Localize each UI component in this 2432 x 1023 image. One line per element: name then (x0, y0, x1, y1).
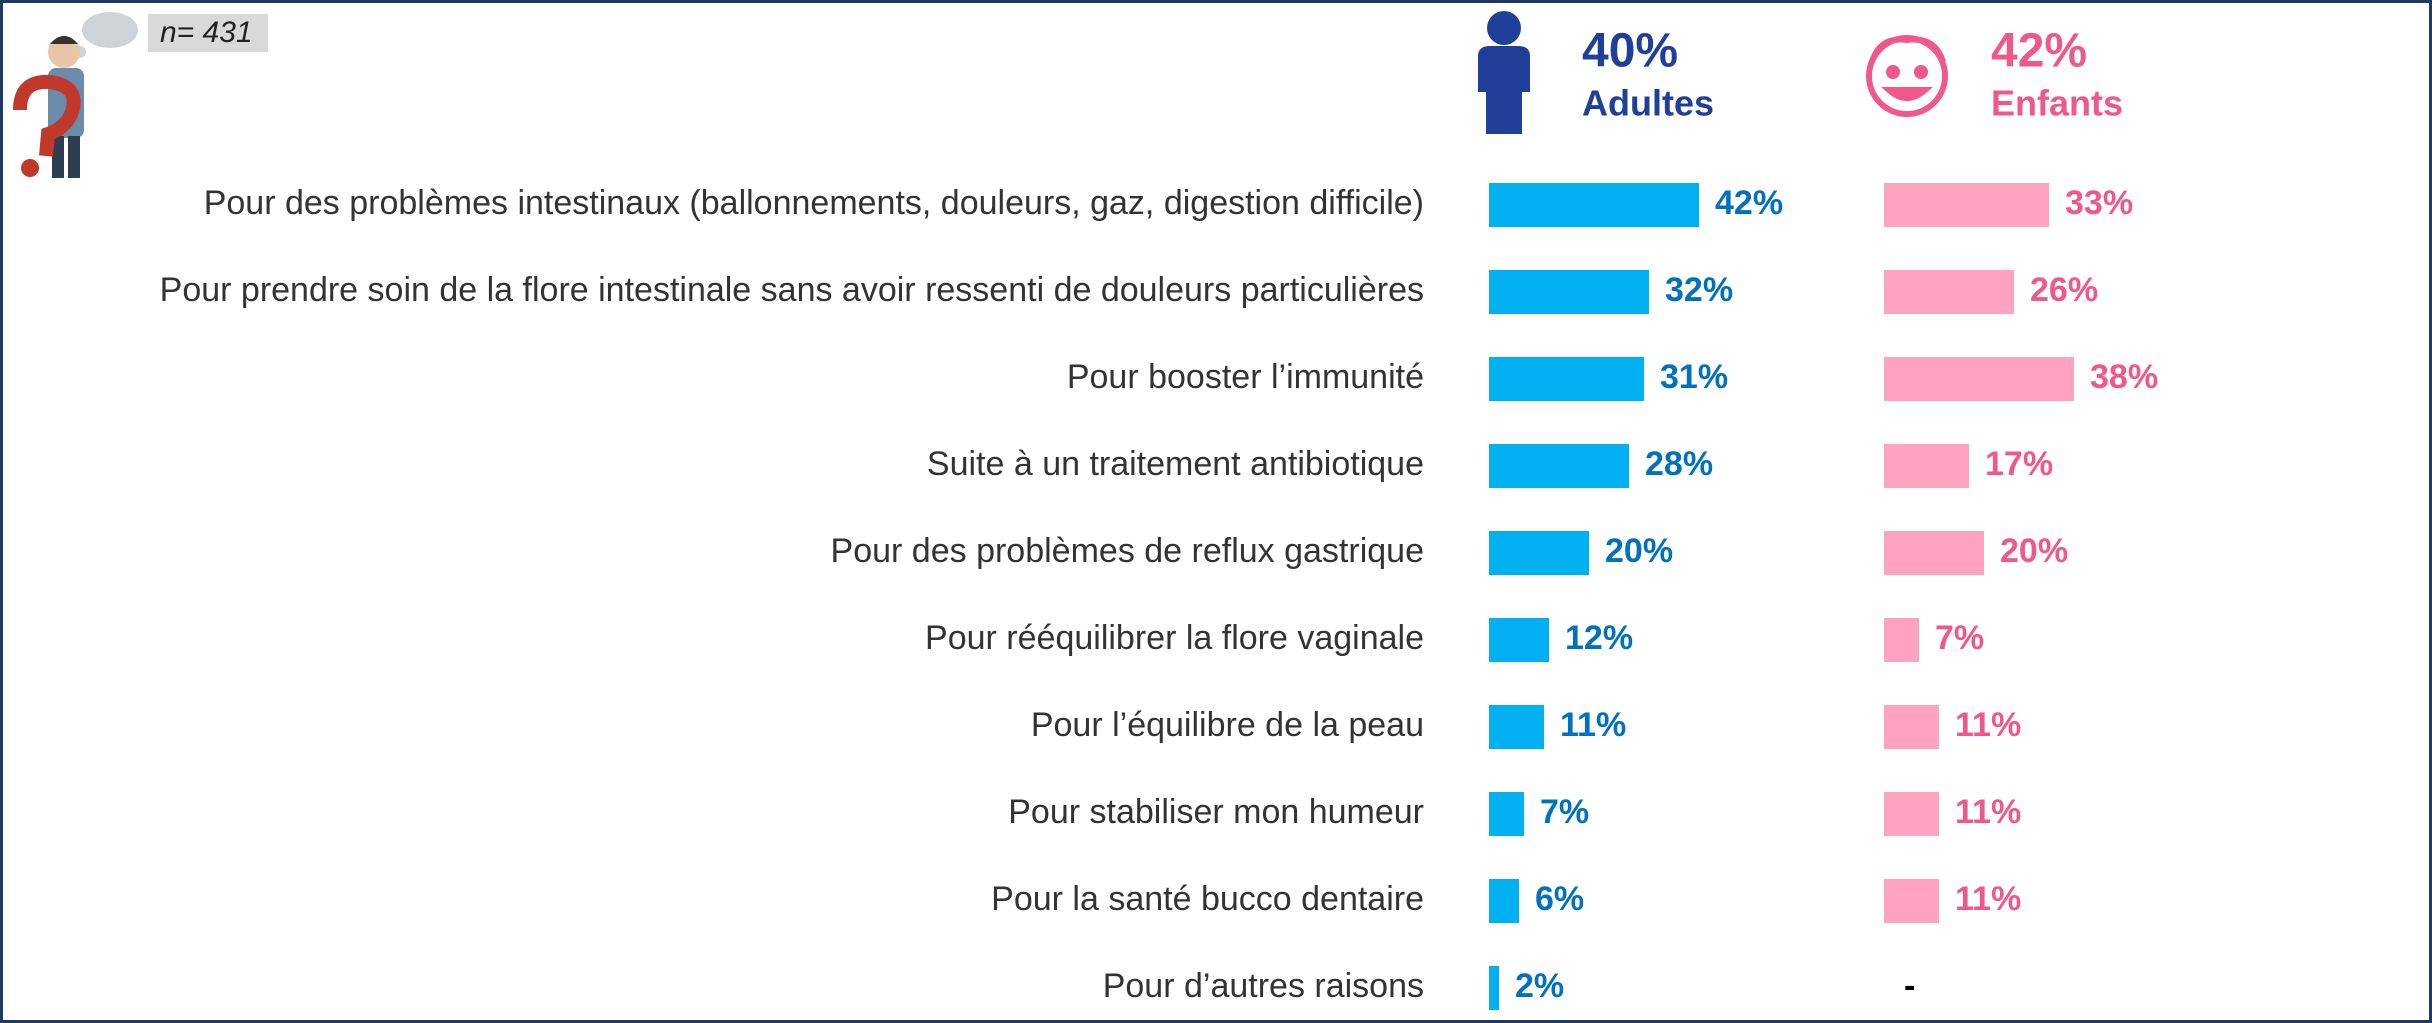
value-label: 11% (1955, 880, 2021, 918)
bar (1884, 357, 2074, 401)
value-label: 11% (1955, 706, 2021, 744)
value-label: 2% (1515, 967, 1564, 1005)
value-label: 20% (2000, 532, 2068, 570)
value-label: 11% (1560, 706, 1626, 744)
annotation: n= 431 (160, 16, 253, 49)
bar (1489, 183, 1699, 227)
bar (1489, 879, 1519, 923)
bar (1489, 444, 1629, 488)
value-label: 11% (1955, 793, 2021, 831)
bar (1884, 792, 1939, 836)
bar (1884, 531, 1984, 575)
category-label: Pour d’autres raisons (1103, 967, 1424, 1005)
category-label: Pour des problèmes intestinaux (ballonne… (204, 184, 1424, 222)
value-label: 38% (2090, 358, 2158, 396)
series-share: 42% (1991, 25, 2087, 78)
value-label: 42% (1715, 184, 1783, 222)
bar (1884, 183, 2049, 227)
series-share: 40% (1582, 25, 1678, 78)
value-label: 20% (1605, 532, 1673, 570)
value-label: 7% (1540, 793, 1589, 831)
bar (1489, 531, 1589, 575)
category-label: Suite à un traitement antibiotique (927, 445, 1424, 483)
value-label: 17% (1985, 445, 2053, 483)
value-label: 31% (1660, 358, 1728, 396)
bar (1489, 705, 1544, 749)
bar (1489, 357, 1644, 401)
value-label: - (1904, 967, 1915, 1005)
category-label: Pour stabiliser mon humeur (1008, 793, 1424, 831)
bar (1884, 618, 1919, 662)
value-label: 6% (1535, 880, 1584, 918)
bar (1489, 792, 1524, 836)
category-label: Pour prendre soin de la flore intestinal… (160, 271, 1424, 309)
bar (1489, 270, 1649, 314)
value-label: 26% (2030, 271, 2098, 309)
chart: n= 431 Pour des problèmes intestinaux (b… (0, 0, 2432, 1023)
value-label: 33% (2065, 184, 2133, 222)
category-label: Pour rééquilibrer la flore vaginale (925, 619, 1424, 657)
bar (1884, 879, 1939, 923)
value-label: 28% (1645, 445, 1713, 483)
bar (1884, 270, 2014, 314)
bar (1489, 966, 1499, 1010)
value-label: 12% (1565, 619, 1633, 657)
category-label: Pour booster l’immunité (1067, 358, 1424, 396)
value-label: 32% (1665, 271, 1733, 309)
category-label: Pour des problèmes de reflux gastrique (831, 532, 1424, 570)
legend-label: Adultes (1582, 83, 1714, 124)
bar (1884, 444, 1969, 488)
bar (1489, 618, 1549, 662)
frame (2, 2, 2431, 1022)
value-label: 7% (1935, 619, 1984, 657)
bar (1884, 705, 1939, 749)
category-label: Pour l’équilibre de la peau (1031, 706, 1424, 744)
category-label: Pour la santé bucco dentaire (991, 880, 1424, 918)
legend-label: Enfants (1991, 83, 2123, 124)
